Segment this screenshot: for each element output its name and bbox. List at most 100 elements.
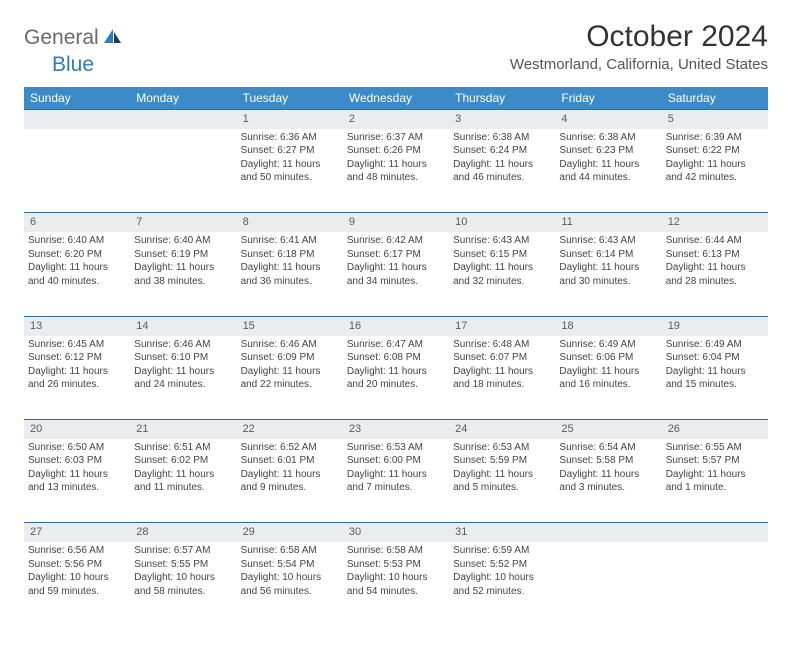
day-cell: Sunrise: 6:49 AMSunset: 6:06 PMDaylight:… (555, 336, 661, 420)
day-cell: Sunrise: 6:54 AMSunset: 5:58 PMDaylight:… (555, 439, 661, 523)
day-cell-line: Sunrise: 6:38 AM (559, 131, 657, 145)
day-cell-line: Sunset: 6:08 PM (347, 351, 445, 365)
day-cell-line: Sunset: 5:53 PM (347, 558, 445, 572)
day-cell-line: Daylight: 11 hours and 20 minutes. (347, 365, 445, 392)
day-cell-line: Daylight: 11 hours and 7 minutes. (347, 468, 445, 495)
day-cell: Sunrise: 6:42 AMSunset: 6:17 PMDaylight:… (343, 232, 449, 316)
day-cell-line: Daylight: 11 hours and 40 minutes. (28, 261, 126, 288)
day-cell-line: Sunrise: 6:45 AM (28, 338, 126, 352)
day-cell-line: Sunset: 6:19 PM (134, 248, 232, 262)
day-cell-line: Sunrise: 6:56 AM (28, 544, 126, 558)
calendar-page: General October 2024 Westmorland, Califo… (0, 0, 792, 646)
day-number-cell: 15 (237, 316, 343, 335)
day-cell-line: Sunset: 6:04 PM (666, 351, 764, 365)
day-cell: Sunrise: 6:44 AMSunset: 6:13 PMDaylight:… (662, 232, 768, 316)
day-cell-line: Daylight: 11 hours and 26 minutes. (28, 365, 126, 392)
day-cell-line: Sunset: 6:22 PM (666, 144, 764, 158)
day-cell: Sunrise: 6:57 AMSunset: 5:55 PMDaylight:… (130, 542, 236, 626)
day-cell-line: Sunrise: 6:41 AM (241, 234, 339, 248)
title-block: October 2024 Westmorland, California, Un… (510, 20, 768, 73)
day-header: Monday (130, 87, 236, 110)
day-cell-line: Sunset: 6:02 PM (134, 454, 232, 468)
day-number-cell: 27 (24, 523, 130, 542)
day-cell-line: Sunset: 6:03 PM (28, 454, 126, 468)
day-cell-line: Daylight: 11 hours and 3 minutes. (559, 468, 657, 495)
day-cell-line: Sunrise: 6:59 AM (453, 544, 551, 558)
day-number-cell: 28 (130, 523, 236, 542)
day-number-cell: 29 (237, 523, 343, 542)
day-header-row: SundayMondayTuesdayWednesdayThursdayFrid… (24, 87, 768, 110)
day-cell-line: Daylight: 11 hours and 15 minutes. (666, 365, 764, 392)
day-cell-line: Sunrise: 6:49 AM (666, 338, 764, 352)
day-number-cell: 3 (449, 110, 555, 129)
logo-sail-icon (103, 27, 123, 50)
day-number-cell: 20 (24, 420, 130, 439)
day-cell-line: Sunset: 6:23 PM (559, 144, 657, 158)
day-cell-line: Daylight: 11 hours and 36 minutes. (241, 261, 339, 288)
day-cell (130, 129, 236, 213)
day-cell (24, 129, 130, 213)
day-number-cell (555, 523, 661, 542)
day-content-row: Sunrise: 6:50 AMSunset: 6:03 PMDaylight:… (24, 439, 768, 523)
day-cell: Sunrise: 6:36 AMSunset: 6:27 PMDaylight:… (237, 129, 343, 213)
day-cell-line: Sunset: 6:00 PM (347, 454, 445, 468)
day-header: Thursday (449, 87, 555, 110)
day-number-row: 6789101112 (24, 213, 768, 232)
day-cell: Sunrise: 6:43 AMSunset: 6:15 PMDaylight:… (449, 232, 555, 316)
day-cell-line: Sunset: 5:54 PM (241, 558, 339, 572)
day-cell-line: Daylight: 11 hours and 34 minutes. (347, 261, 445, 288)
day-cell-line: Sunset: 5:55 PM (134, 558, 232, 572)
day-cell: Sunrise: 6:38 AMSunset: 6:23 PMDaylight:… (555, 129, 661, 213)
day-cell: Sunrise: 6:56 AMSunset: 5:56 PMDaylight:… (24, 542, 130, 626)
day-number-cell: 24 (449, 420, 555, 439)
day-cell-line: Daylight: 11 hours and 16 minutes. (559, 365, 657, 392)
day-cell-line: Sunrise: 6:46 AM (241, 338, 339, 352)
day-cell: Sunrise: 6:49 AMSunset: 6:04 PMDaylight:… (662, 336, 768, 420)
day-cell: Sunrise: 6:43 AMSunset: 6:14 PMDaylight:… (555, 232, 661, 316)
day-number-cell: 10 (449, 213, 555, 232)
day-cell-line: Sunset: 6:09 PM (241, 351, 339, 365)
day-cell: Sunrise: 6:39 AMSunset: 6:22 PMDaylight:… (662, 129, 768, 213)
day-number-cell: 22 (237, 420, 343, 439)
day-cell-line: Sunrise: 6:54 AM (559, 441, 657, 455)
day-cell-line: Sunset: 6:26 PM (347, 144, 445, 158)
day-number-cell: 4 (555, 110, 661, 129)
day-number-cell: 9 (343, 213, 449, 232)
day-cell-line: Daylight: 11 hours and 24 minutes. (134, 365, 232, 392)
day-number-cell: 5 (662, 110, 768, 129)
day-cell-line: Daylight: 10 hours and 56 minutes. (241, 571, 339, 598)
day-number-cell: 7 (130, 213, 236, 232)
day-content-row: Sunrise: 6:40 AMSunset: 6:20 PMDaylight:… (24, 232, 768, 316)
day-cell-line: Sunset: 6:18 PM (241, 248, 339, 262)
calendar-body: 12345Sunrise: 6:36 AMSunset: 6:27 PMDayl… (24, 110, 768, 627)
day-cell-line: Daylight: 11 hours and 9 minutes. (241, 468, 339, 495)
day-cell-line: Sunrise: 6:43 AM (559, 234, 657, 248)
day-cell-line: Daylight: 11 hours and 38 minutes. (134, 261, 232, 288)
day-cell: Sunrise: 6:51 AMSunset: 6:02 PMDaylight:… (130, 439, 236, 523)
day-number-cell: 13 (24, 316, 130, 335)
day-cell-line: Daylight: 11 hours and 30 minutes. (559, 261, 657, 288)
day-number-cell: 16 (343, 316, 449, 335)
day-cell: Sunrise: 6:40 AMSunset: 6:19 PMDaylight:… (130, 232, 236, 316)
day-cell: Sunrise: 6:46 AMSunset: 6:09 PMDaylight:… (237, 336, 343, 420)
day-cell: Sunrise: 6:38 AMSunset: 6:24 PMDaylight:… (449, 129, 555, 213)
day-cell-line: Sunrise: 6:43 AM (453, 234, 551, 248)
day-cell-line: Sunset: 5:56 PM (28, 558, 126, 572)
day-cell: Sunrise: 6:45 AMSunset: 6:12 PMDaylight:… (24, 336, 130, 420)
day-number-cell: 17 (449, 316, 555, 335)
day-cell-line: Daylight: 11 hours and 50 minutes. (241, 158, 339, 185)
logo-text-blue: Blue (52, 53, 94, 77)
day-number-cell: 8 (237, 213, 343, 232)
day-number-cell: 26 (662, 420, 768, 439)
day-cell-line: Sunset: 6:06 PM (559, 351, 657, 365)
day-content-row: Sunrise: 6:45 AMSunset: 6:12 PMDaylight:… (24, 336, 768, 420)
day-header: Tuesday (237, 87, 343, 110)
day-cell-line: Sunrise: 6:53 AM (453, 441, 551, 455)
day-cell-line: Sunrise: 6:42 AM (347, 234, 445, 248)
day-number-cell: 18 (555, 316, 661, 335)
day-cell-line: Sunset: 6:14 PM (559, 248, 657, 262)
day-cell-line: Sunrise: 6:49 AM (559, 338, 657, 352)
day-cell: Sunrise: 6:47 AMSunset: 6:08 PMDaylight:… (343, 336, 449, 420)
day-cell-line: Sunrise: 6:53 AM (347, 441, 445, 455)
day-cell-line: Sunrise: 6:57 AM (134, 544, 232, 558)
